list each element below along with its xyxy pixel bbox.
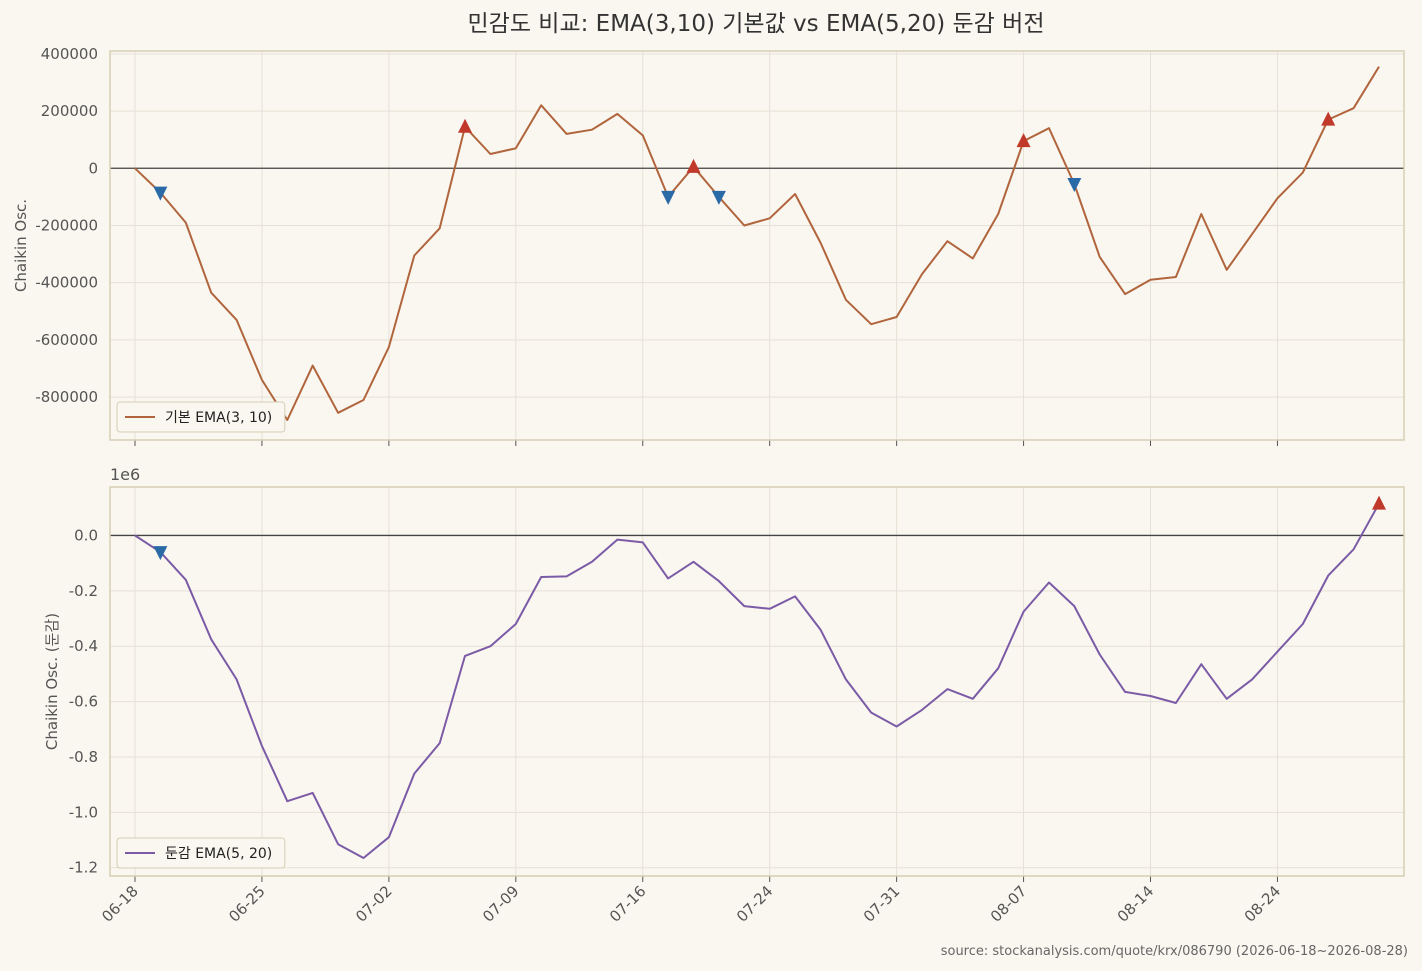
sell-signal-marker xyxy=(153,186,168,201)
buy-signal-marker xyxy=(1372,495,1386,510)
legend-label: 기본 EMA(3, 10) xyxy=(165,410,272,426)
legend: 둔감 EMA(5, 20) xyxy=(116,837,286,869)
y-axis-label: Chaikin Osc. (둔감) xyxy=(43,613,61,750)
bottom-panel: -1.2 -1.0 -0.8 -0.6 -0.4 -0.2 0.0 Chaikin Osc. … xyxy=(43,465,1405,882)
y-tick-label: 400000 xyxy=(41,45,98,63)
buy-signal-marker xyxy=(1321,111,1336,126)
y-tick-label: 200000 xyxy=(41,102,98,120)
y-tick-label: -800000 xyxy=(35,388,98,406)
top-panel: -800000 -600000 -400000 -200000 0 200000 40000… xyxy=(12,45,1405,446)
legend-box xyxy=(116,401,286,433)
plot-frame xyxy=(109,486,1405,877)
buy-signal-marker xyxy=(458,118,473,133)
y-tick-label: -0.8 xyxy=(69,748,98,766)
y-tick-label: -0.2 xyxy=(69,582,98,600)
buy-signal-marker xyxy=(1016,133,1031,148)
y-tick-label: -1.0 xyxy=(69,803,98,821)
y-tick-label: -600000 xyxy=(35,331,98,349)
legend: 기본 EMA(3, 10) xyxy=(116,401,286,433)
chart-title: 민감도 비교: EMA(3,10) 기본값 vs EMA(5,20) 둔감 버전 xyxy=(468,11,1045,37)
buy-signal-marker xyxy=(686,158,701,173)
y-tick-label: -400000 xyxy=(35,274,98,292)
plot-frame xyxy=(109,50,1405,441)
y-tick-label: -0.4 xyxy=(69,637,98,655)
series-line xyxy=(134,503,1380,859)
axis-multiplier-label: 1e6 xyxy=(110,465,140,484)
y-tick-label: -0.6 xyxy=(69,693,98,711)
y-tick-label: -200000 xyxy=(35,216,98,234)
sell-signal-marker xyxy=(711,190,726,205)
legend-label: 둔감 EMA(5, 20) xyxy=(165,846,272,862)
sell-signal-marker xyxy=(661,190,676,205)
legend-box xyxy=(116,837,286,869)
y-tick-label: -1.2 xyxy=(69,859,98,877)
y-axis-label: Chaikin Osc. xyxy=(12,199,30,292)
y-tick-label: 0 xyxy=(88,159,98,177)
series-line xyxy=(134,66,1380,421)
source-note: source: stockanalysis.com/quote/krx/0867… xyxy=(941,944,1408,959)
sell-signal-marker xyxy=(153,546,168,561)
y-tick-label: 0.0 xyxy=(74,526,98,544)
sell-signal-marker xyxy=(1067,178,1082,193)
